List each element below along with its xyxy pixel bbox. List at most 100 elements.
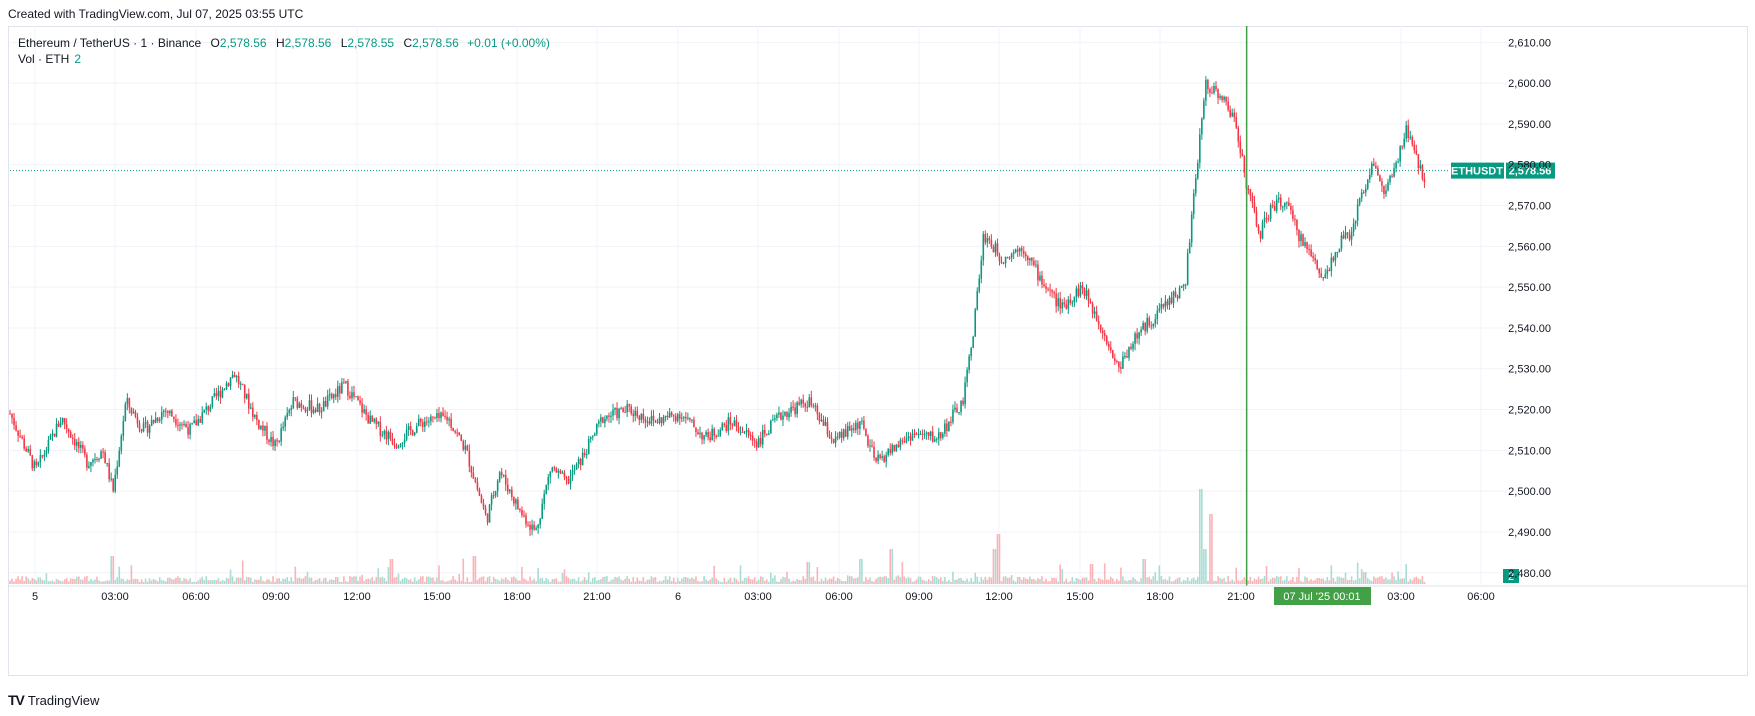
volume-bar	[59, 581, 62, 584]
volume-bar	[1342, 578, 1345, 584]
candle-body	[1302, 234, 1304, 246]
candle-body	[272, 436, 274, 447]
volume-bar	[923, 580, 926, 584]
candle-body	[92, 459, 94, 463]
candle-body	[1063, 302, 1066, 305]
volume-bar	[31, 577, 34, 584]
candle-body	[1184, 284, 1187, 286]
candle-body	[387, 431, 390, 440]
x-tick-label: 06:00	[825, 591, 853, 603]
candle-body	[310, 400, 313, 413]
candle-body	[721, 423, 724, 431]
symbol-legend[interactable]: Ethereum / TetherUS · 1 · Binance O2,578…	[18, 35, 550, 52]
candle-body	[944, 423, 946, 434]
volume-bar	[557, 581, 560, 584]
candle-body	[1083, 288, 1086, 296]
volume-bar	[844, 581, 847, 584]
candle-body	[664, 415, 667, 418]
candle-body	[266, 425, 268, 440]
candle-body	[511, 489, 513, 498]
candle-body	[1213, 86, 1215, 94]
candle-body	[672, 415, 675, 417]
candle-body	[557, 470, 560, 473]
volume-bar	[581, 580, 584, 584]
candle-body	[630, 406, 633, 414]
volume-bar	[470, 581, 473, 584]
volume-bar	[221, 579, 224, 584]
volume-bar	[1006, 577, 1009, 584]
volume-bar	[1385, 577, 1387, 584]
volume-bar	[1205, 549, 1207, 584]
candle-body	[195, 420, 197, 426]
volume-bar	[626, 576, 628, 584]
volume-bar	[1035, 580, 1037, 584]
volume-bar	[555, 578, 558, 584]
candle-body	[541, 503, 543, 519]
volume-bar	[326, 581, 329, 584]
candle-body	[652, 415, 655, 421]
volume-bar	[1170, 581, 1173, 584]
candle-body	[245, 393, 248, 399]
candle-body	[197, 419, 199, 426]
candle-body	[15, 425, 17, 431]
symbol-title[interactable]: Ethereum / TetherUS · 1 · Binance	[18, 36, 202, 50]
volume-bar	[77, 576, 80, 584]
volume-legend[interactable]: Vol · ETH 2	[18, 52, 81, 66]
candle-body	[102, 451, 104, 453]
candle-body	[1310, 249, 1312, 257]
volume-bar	[1043, 581, 1045, 584]
candle-body	[919, 433, 922, 435]
candle-body	[29, 448, 32, 456]
volume-bar	[974, 572, 977, 584]
volume-bar	[476, 579, 479, 584]
volume-bar	[57, 579, 60, 584]
volume-bar	[778, 581, 780, 584]
volume-bar	[405, 578, 408, 584]
candle-body	[1249, 188, 1252, 196]
volume-bar	[743, 577, 746, 584]
candle-body	[106, 463, 108, 465]
candle-body	[600, 417, 602, 422]
candle-body	[931, 431, 934, 442]
volume-bar	[1022, 577, 1025, 584]
candle-body	[699, 432, 701, 435]
candle-body	[587, 438, 590, 455]
candle-body	[650, 415, 653, 424]
volume-bar	[832, 576, 835, 584]
volume-bar	[531, 580, 533, 584]
candle-body	[923, 434, 926, 436]
candle-body	[486, 513, 489, 523]
candle-body	[1413, 144, 1416, 151]
candle-body	[1338, 248, 1341, 253]
candle-body	[1172, 291, 1175, 304]
candle-body	[1097, 320, 1100, 325]
candle-body	[1016, 249, 1019, 252]
volume-bar	[229, 569, 232, 584]
candle-body	[318, 403, 321, 413]
candle-body	[830, 437, 833, 440]
candle-body	[782, 415, 784, 420]
candle-body	[656, 421, 659, 423]
candle-body	[998, 255, 1001, 262]
volume-bar	[561, 572, 564, 584]
chart-frame[interactable]	[8, 26, 1748, 676]
volume-bar	[958, 578, 960, 584]
candle-body	[124, 404, 127, 422]
volume-bar	[41, 579, 44, 584]
candle-body	[191, 423, 193, 425]
candle-body	[1324, 274, 1327, 278]
candle-body	[411, 430, 414, 435]
volume-bar	[19, 579, 21, 584]
candle-body	[899, 440, 902, 448]
volume-bar	[296, 578, 299, 584]
volume-bar	[1065, 578, 1068, 584]
volume-bar	[622, 580, 624, 584]
candle-body	[1373, 163, 1375, 166]
candle-body	[320, 411, 323, 413]
candle-body	[596, 423, 598, 434]
volume-bar	[152, 579, 155, 584]
candle-body	[879, 454, 881, 458]
volume-bar	[1239, 581, 1242, 584]
volume-bar	[751, 579, 754, 584]
